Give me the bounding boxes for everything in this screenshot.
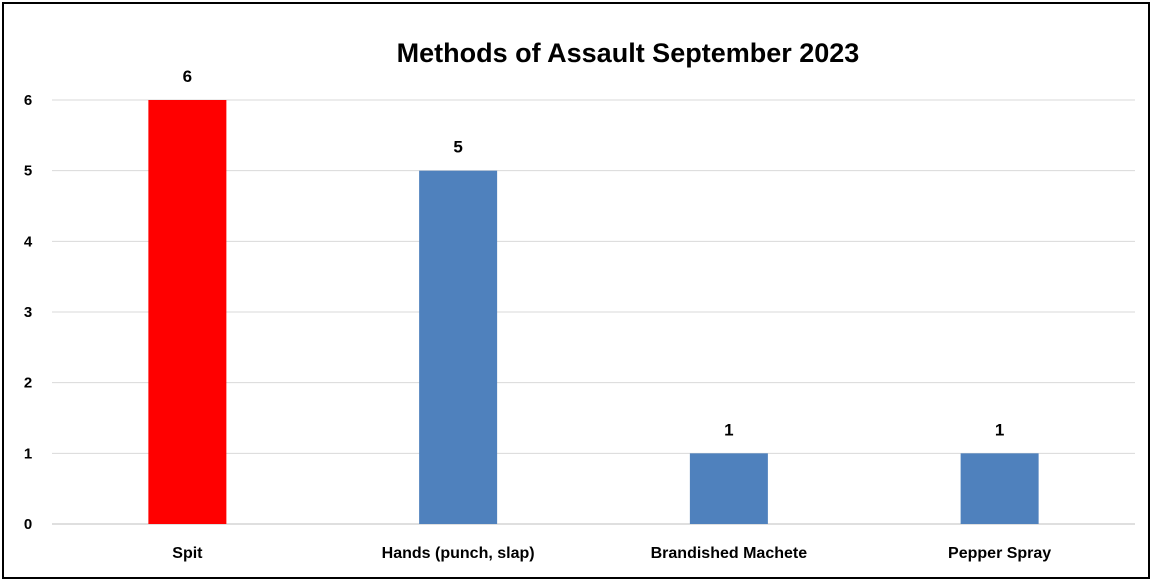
x-category-label: Spit: [172, 545, 203, 562]
y-tick-label: 1: [24, 445, 32, 462]
data-label: 6: [183, 67, 192, 86]
y-tick-label: 5: [24, 163, 32, 180]
x-category-label: Brandished Machete: [651, 545, 808, 562]
chart-title: Methods of Assault September 2023: [397, 38, 860, 68]
data-label: 1: [995, 420, 1004, 439]
bars: [148, 100, 1039, 524]
data-label: 1: [724, 420, 733, 439]
data-labels: 6 5 1 1: [183, 67, 1005, 439]
gridlines: [52, 99, 1135, 525]
y-tick-label: 4: [24, 233, 33, 250]
x-category-label: Hands (punch, slap): [382, 545, 535, 562]
y-tick-label: 2: [24, 375, 32, 392]
y-tick-label: 6: [24, 92, 32, 109]
x-axis-category-labels: Spit Hands (punch, slap) Brandished Machet…: [172, 545, 1051, 562]
y-axis-tick-labels: 0 1 2 3 4 5 6: [24, 92, 33, 533]
x-category-label: Pepper Spray: [948, 545, 1051, 562]
data-label: 5: [453, 138, 462, 157]
y-tick-label: 0: [24, 516, 32, 533]
bar: [689, 453, 768, 524]
bar: [419, 170, 498, 524]
bar: [960, 453, 1039, 524]
y-tick-label: 3: [24, 304, 32, 321]
bar: [148, 100, 227, 524]
